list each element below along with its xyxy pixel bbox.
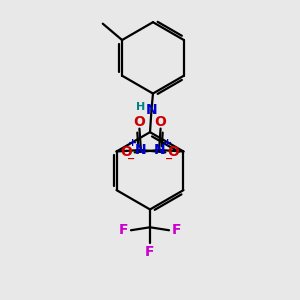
Text: N: N bbox=[146, 103, 157, 117]
Text: N: N bbox=[153, 143, 165, 157]
Text: O: O bbox=[154, 115, 166, 129]
Text: +: + bbox=[128, 139, 137, 148]
Text: F: F bbox=[118, 223, 128, 237]
Text: H: H bbox=[136, 102, 146, 112]
Text: F: F bbox=[172, 223, 182, 237]
Text: O: O bbox=[121, 146, 132, 159]
Text: +: + bbox=[163, 139, 172, 148]
Text: O: O bbox=[168, 146, 179, 159]
Text: F: F bbox=[145, 245, 155, 259]
Text: N: N bbox=[135, 143, 147, 157]
Text: O: O bbox=[134, 115, 146, 129]
Text: −: − bbox=[165, 154, 173, 164]
Text: −: − bbox=[127, 154, 135, 164]
